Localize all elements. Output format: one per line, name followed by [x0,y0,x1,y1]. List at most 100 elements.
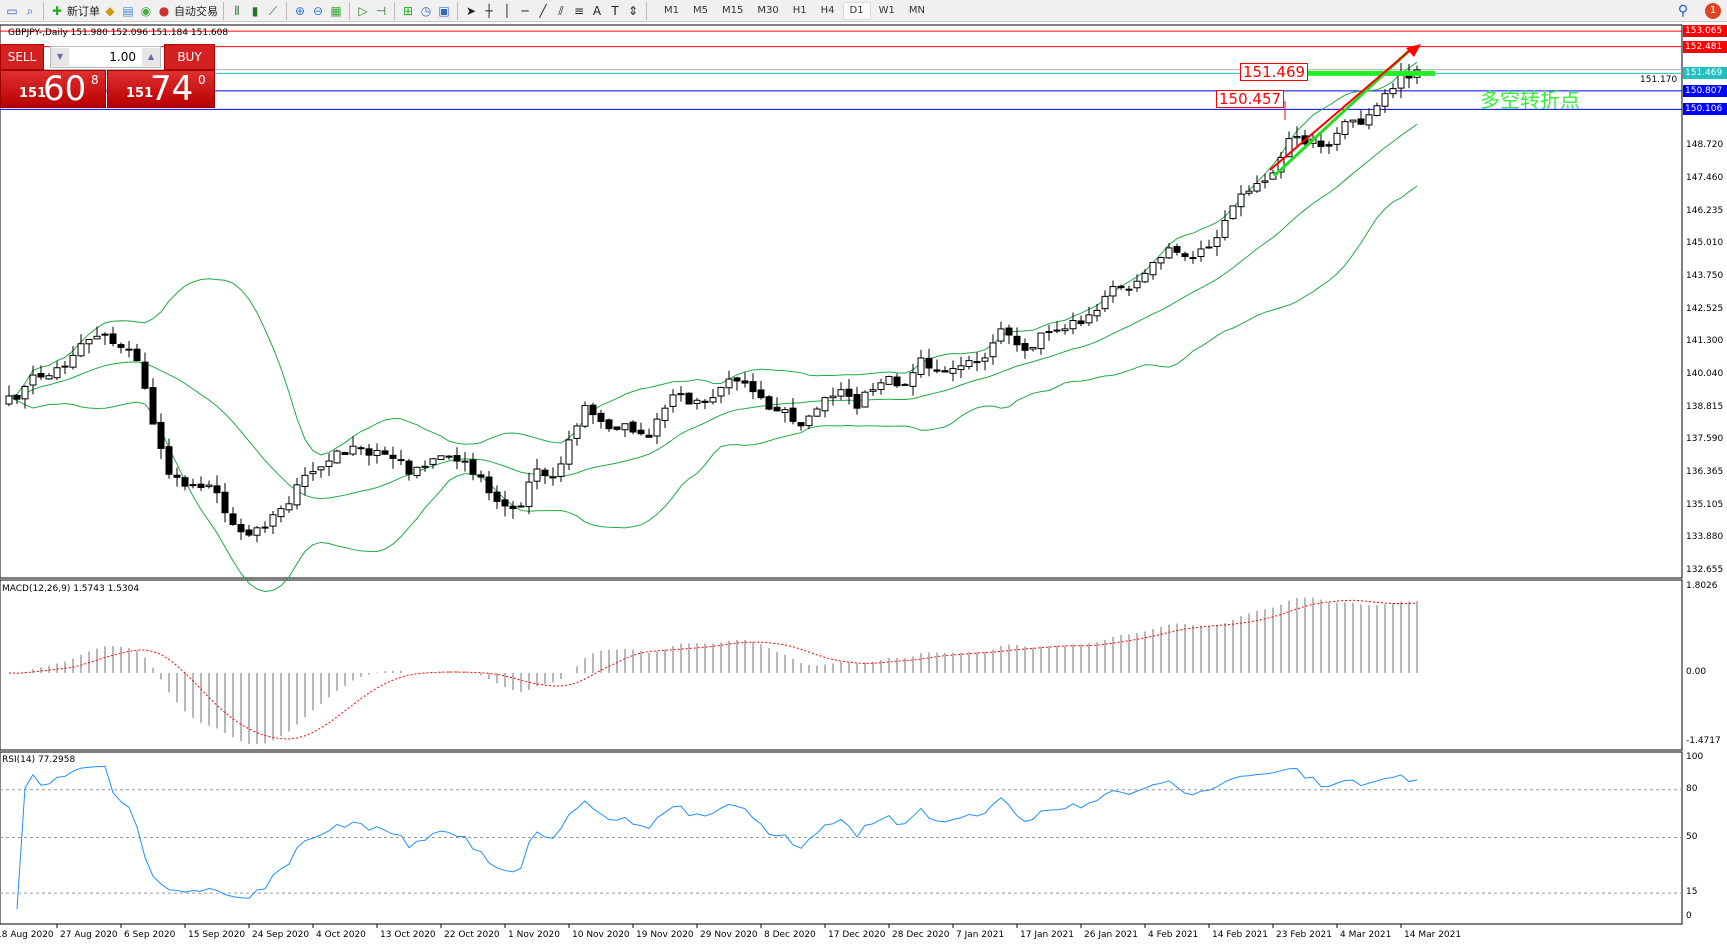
candle-body [677,393,685,396]
crosshair-icon[interactable]: ┼ [485,3,493,18]
turning-point-text[interactable]: 多空转折点 [1480,88,1580,112]
candle-body [941,370,949,373]
trendline-icon[interactable]: ╱ [539,3,547,18]
lot-decrease-icon[interactable]: ▼ [51,48,69,66]
candle-body [37,372,45,378]
date-tick: 22 Oct 2020 [444,930,500,940]
candle-body [1109,286,1117,297]
candle-body [701,400,709,404]
buy-price[interactable]: 151 74 0 [107,69,215,109]
candle-body [877,382,885,391]
timeframe-mn[interactable]: MN [908,5,925,16]
price-label-150457[interactable]: 150.457 [1216,90,1285,108]
zoom-in-icon[interactable]: ⊕ [294,3,306,18]
candle-body [141,361,149,389]
signal-icon[interactable]: ◉ [140,3,152,18]
horizontal-line-icon[interactable]: ─ [521,3,529,18]
toolbar-separator [646,1,647,20]
arrow-head [1406,44,1421,57]
candle-body [1133,280,1141,289]
candle-body [709,397,717,403]
rsi-tick: 100 [1686,752,1704,762]
arrows-icon[interactable]: ⇕ [627,3,639,18]
zoom-out-icon[interactable]: ⊖ [312,3,324,18]
line-chart-icon[interactable]: ⟋ [268,3,278,18]
candle-body [757,389,765,399]
channel-icon[interactable]: ⫽ [558,3,564,18]
chart-canvas[interactable] [0,23,1727,944]
timeframe-m15[interactable]: M15 [722,5,744,16]
timeframe-h4[interactable]: H4 [820,5,835,16]
candle-body [917,357,925,375]
candle-body [965,360,973,368]
sell-price[interactable]: 151 60 8 [0,69,106,109]
candle-body [853,393,861,409]
cursor-icon[interactable]: ➤ [465,3,477,18]
bar-chart-icon[interactable]: ⫴ [234,3,240,18]
timeframe-d1[interactable]: D1 [842,1,871,20]
text-label-icon[interactable]: T [611,3,619,18]
vertical-line-icon[interactable]: │ [503,3,511,18]
date-tick: 4 Oct 2020 [316,930,366,940]
fibonacci-icon[interactable]: ≡ [573,3,585,18]
sell-button[interactable]: SELL [0,44,44,70]
candle-body [613,426,621,430]
candle-body [5,395,13,405]
bollinger-lower [8,185,1418,593]
timeframe-h1[interactable]: H1 [792,5,807,16]
zoom-preview-icon[interactable]: ⌕ [26,3,34,18]
price-tick: 141.300 [1686,336,1724,347]
candle-body [293,484,301,506]
candle-body [237,523,245,533]
candle-body [573,425,581,439]
periods-icon[interactable]: ◷ [420,3,432,18]
auto-scroll-icon[interactable]: ▷ [358,3,368,18]
candle-body [1389,88,1397,95]
price-tick: 140.040 [1686,369,1724,380]
date-tick: 6 Sep 2020 [124,930,176,940]
timeframe-m1[interactable]: M1 [664,5,679,16]
candle-body [821,397,829,412]
macd-tick: 1.8026 [1686,581,1718,591]
candle-body [837,389,845,397]
timeframe-w1[interactable]: W1 [878,5,895,16]
chart-shift-icon[interactable]: ⊣ [375,3,387,18]
candlestick-icon[interactable]: ▮ [251,3,259,18]
date-tick: 13 Oct 2020 [380,930,436,940]
lot-size-input[interactable]: ▼ 1.00 ▲ [50,46,161,68]
date-tick: 14 Mar 2021 [1404,930,1462,940]
candle-body [1053,329,1061,332]
candle-body [1317,140,1325,148]
timeframe-m5[interactable]: M5 [693,5,708,16]
candle-body [69,354,77,368]
candle-body [1117,285,1125,289]
new-order-button[interactable]: 新订单 [67,4,100,18]
candle-body [685,392,693,405]
sell-price-pip: 8 [91,73,99,87]
text-icon[interactable]: A [592,3,602,18]
candle-body [277,508,285,518]
candle-body [629,421,637,433]
buy-button[interactable]: BUY [164,44,215,70]
templates-icon[interactable]: ▣ [438,3,450,18]
indicators-icon[interactable]: ⊞ [402,3,414,18]
candle-body [157,422,165,449]
auto-trading-button[interactable]: 自动交易 [174,4,218,18]
terminal-icon[interactable]: ▤ [122,3,134,18]
candle-body [125,348,133,351]
notifications-badge[interactable]: 1 [1705,2,1721,19]
candle-body [229,513,237,525]
timeframe-m30[interactable]: M30 [757,5,779,16]
candle-body [61,365,69,368]
search-icon[interactable]: ⚲ [1677,2,1689,19]
lot-increase-icon[interactable]: ▲ [142,48,160,66]
window-icon[interactable]: ▭ [6,3,18,18]
candle-body [1101,295,1109,310]
candle-body [181,477,189,487]
bollinger-upper [8,61,1418,456]
tile-windows-icon[interactable]: ▦ [330,3,342,18]
candle-body [397,459,405,462]
price-label-151469[interactable]: 151.469 [1240,63,1309,81]
metaeditor-icon[interactable]: ◆ [105,3,115,18]
date-tick: 24 Sep 2020 [252,930,310,940]
